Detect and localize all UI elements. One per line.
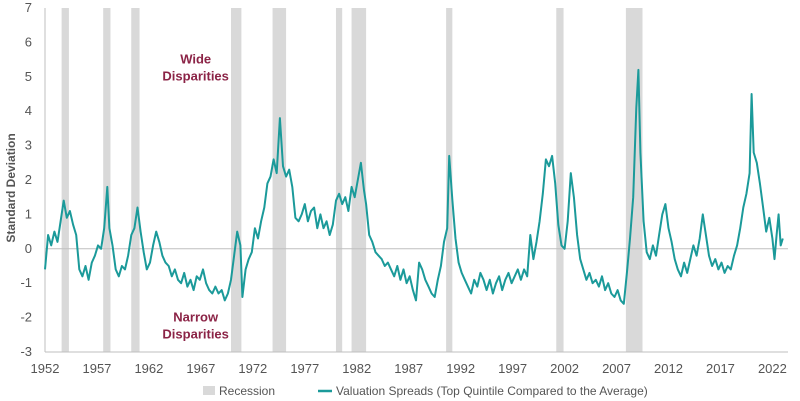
y-tick-label: 4 (25, 103, 32, 118)
y-tick-label: 1 (25, 206, 32, 221)
recession-band (351, 8, 367, 352)
recession-band (61, 8, 69, 352)
x-tick-label: 2007 (602, 361, 631, 376)
x-tick-label: 1952 (31, 361, 60, 376)
x-tick-label: 1967 (186, 361, 215, 376)
legend-recession-label: Recession (219, 384, 275, 398)
annotation-label: Disparities (162, 68, 228, 83)
y-tick-label: -3 (20, 344, 32, 359)
x-tick-label: 1957 (82, 361, 111, 376)
annotation-label: Wide (180, 51, 211, 66)
y-tick-label: 5 (25, 69, 32, 84)
y-tick-label: 6 (25, 34, 32, 49)
annotation-label: Disparities (162, 326, 228, 341)
x-tick-label: 2022 (758, 361, 787, 376)
y-tick-label: -2 (20, 310, 32, 325)
x-tick-label: 1972 (238, 361, 267, 376)
legend-recession-swatch (203, 386, 215, 395)
y-tick-label: -1 (20, 275, 32, 290)
recession-band (231, 8, 242, 352)
y-tick-label: 0 (25, 241, 32, 256)
recession-band (103, 8, 111, 352)
x-tick-label: 1962 (134, 361, 163, 376)
x-tick-label: 2012 (654, 361, 683, 376)
y-tick-label: 7 (25, 0, 32, 15)
legend: Recession Valuation Spreads (Top Quintil… (203, 384, 648, 398)
annotation-label: Narrow (173, 309, 219, 324)
x-tick-label: 1992 (446, 361, 475, 376)
x-tick-label: 1987 (394, 361, 423, 376)
y-tick-label: 2 (25, 172, 32, 187)
y-tick-label: 3 (25, 138, 32, 153)
recession-band (131, 8, 140, 352)
x-tick-label: 1977 (290, 361, 319, 376)
recession-band (556, 8, 564, 352)
legend-series-label: Valuation Spreads (Top Quintile Compared… (336, 384, 648, 398)
annotations: Wide Disparities Narrow Disparities (162, 51, 228, 341)
series-layer (44, 68, 784, 305)
series-line (44, 68, 784, 305)
y-axis-label: Standard Deviation (4, 133, 18, 242)
x-axis: 1952 1957 1962 1967 1972 1977 1982 1987 1992 1997… (31, 361, 787, 376)
x-tick-label: 1997 (498, 361, 527, 376)
x-tick-label: 2017 (706, 361, 735, 376)
y-axis: -3 -2 -1 0 1 2 3 4 5 6 7 (20, 0, 788, 359)
x-tick-label: 1982 (342, 361, 371, 376)
x-tick-label: 2002 (550, 361, 579, 376)
recession-band (272, 8, 287, 352)
recession-band (335, 8, 343, 352)
